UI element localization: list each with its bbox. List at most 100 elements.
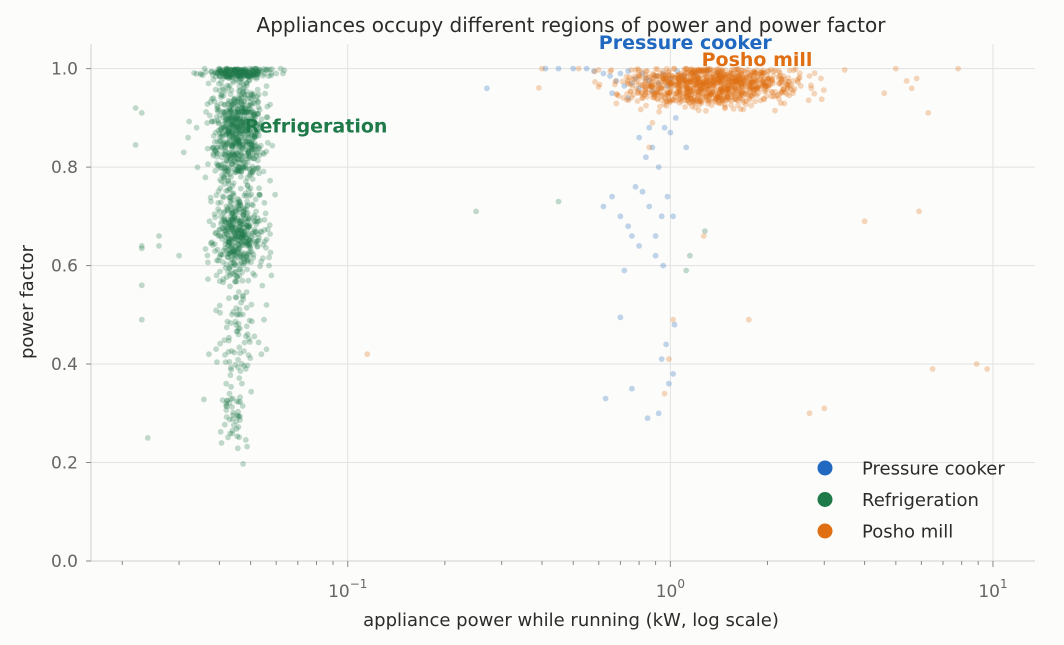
- data-point: [708, 92, 715, 98]
- data-point: [217, 126, 224, 133]
- data-point: [221, 175, 228, 182]
- data-point: [231, 349, 238, 356]
- data-point: [225, 164, 231, 171]
- data-point: [217, 138, 223, 145]
- data-point: [138, 316, 145, 323]
- data-point: [232, 151, 239, 158]
- data-point: [239, 145, 246, 152]
- data-point: [208, 240, 214, 247]
- data-point: [234, 116, 240, 122]
- data-point: [747, 77, 754, 84]
- data-point: [241, 91, 248, 98]
- data-point: [247, 169, 254, 176]
- data-point: [202, 246, 209, 252]
- data-point: [232, 67, 239, 74]
- data-point: [772, 67, 778, 74]
- data-point: [687, 86, 693, 92]
- data-point: [684, 88, 691, 94]
- series-posho-mill: [364, 65, 991, 417]
- data-point: [243, 234, 250, 241]
- data-point: [229, 215, 236, 222]
- data-point: [252, 142, 259, 149]
- data-point: [228, 67, 235, 74]
- data-point: [255, 164, 261, 171]
- data-point: [230, 260, 237, 266]
- data-point: [702, 93, 709, 100]
- data-point: [691, 67, 698, 74]
- data-point: [231, 229, 238, 236]
- data-point: [245, 258, 251, 265]
- data-point: [243, 211, 250, 217]
- data-point: [233, 70, 240, 77]
- data-point: [662, 72, 669, 79]
- data-point: [248, 301, 255, 308]
- data-point: [703, 75, 710, 82]
- data-point: [227, 228, 234, 235]
- data-point: [220, 209, 227, 216]
- data-point: [699, 86, 705, 93]
- data-point: [227, 70, 234, 77]
- data-point: [666, 89, 673, 96]
- data-point: [233, 217, 240, 224]
- data-point: [227, 166, 234, 172]
- data-point: [256, 121, 263, 128]
- data-point: [229, 74, 236, 80]
- data-point: [778, 88, 785, 95]
- data-point: [781, 76, 787, 82]
- data-point: [235, 72, 242, 78]
- data-point: [688, 74, 694, 81]
- data-point: [214, 106, 221, 113]
- data-point: [225, 337, 232, 344]
- data-point: [225, 150, 232, 157]
- data-point: [229, 242, 236, 249]
- data-point: [726, 86, 732, 92]
- data-point: [665, 81, 671, 87]
- data-point: [198, 71, 205, 78]
- data-point: [236, 125, 242, 132]
- data-point: [241, 67, 247, 74]
- data-point: [248, 144, 255, 151]
- data-point: [688, 76, 695, 83]
- data-point: [613, 91, 620, 98]
- data-point: [772, 107, 778, 114]
- data-point: [220, 75, 227, 81]
- data-point: [240, 211, 246, 218]
- data-point: [704, 78, 711, 84]
- data-point: [251, 212, 258, 219]
- data-point: [739, 83, 746, 90]
- data-point: [237, 142, 244, 149]
- data-point: [236, 197, 242, 203]
- data-point: [711, 68, 717, 75]
- data-point: [221, 222, 228, 229]
- data-point: [759, 76, 766, 83]
- data-point: [235, 68, 242, 74]
- data-point: [236, 434, 243, 441]
- data-point: [751, 87, 757, 94]
- data-point: [246, 77, 252, 84]
- data-point: [765, 82, 772, 88]
- data-point: [228, 244, 235, 251]
- data-point: [234, 70, 241, 76]
- data-point: [222, 241, 229, 248]
- data-point: [228, 256, 235, 263]
- data-point: [266, 66, 273, 73]
- data-point: [677, 82, 684, 89]
- data-point: [211, 241, 218, 247]
- data-point: [701, 81, 708, 88]
- data-point: [232, 67, 239, 73]
- data-point: [750, 84, 757, 91]
- data-point: [238, 249, 245, 256]
- data-point: [234, 120, 241, 127]
- data-point: [671, 74, 678, 81]
- data-point: [223, 188, 230, 194]
- data-point: [239, 269, 246, 275]
- data-point: [617, 70, 624, 77]
- data-point: [238, 72, 245, 79]
- data-point: [790, 87, 796, 94]
- data-point: [649, 84, 655, 90]
- data-point: [238, 122, 245, 129]
- data-point: [234, 274, 241, 280]
- data-point: [237, 219, 243, 226]
- data-point: [248, 259, 254, 266]
- data-point: [629, 76, 635, 82]
